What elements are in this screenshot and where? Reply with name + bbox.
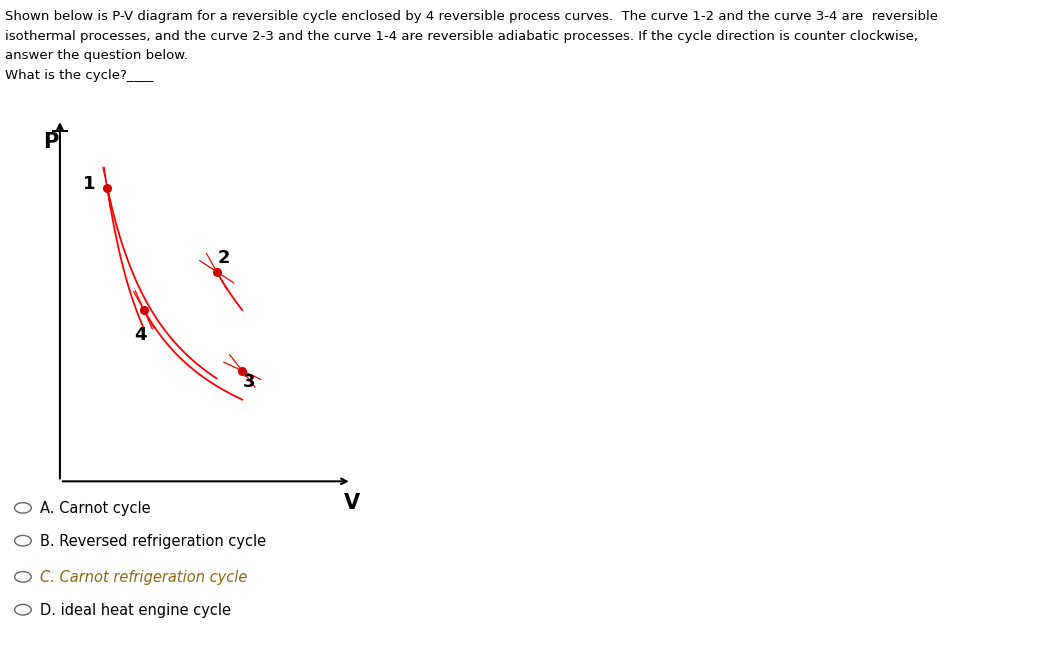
Text: What is the cycle?____: What is the cycle?____ bbox=[5, 69, 153, 82]
Text: 4: 4 bbox=[134, 326, 146, 344]
Text: answer the question below.: answer the question below. bbox=[5, 49, 189, 62]
Text: 3: 3 bbox=[244, 373, 255, 391]
Text: C. Carnot refrigeration cycle: C. Carnot refrigeration cycle bbox=[40, 570, 247, 585]
Text: Shown below is P-V diagram for a reversible cycle enclosed by 4 reversible proce: Shown below is P-V diagram for a reversi… bbox=[5, 10, 938, 23]
Text: D. ideal heat engine cycle: D. ideal heat engine cycle bbox=[40, 602, 230, 618]
Text: P: P bbox=[44, 132, 58, 152]
Text: isothermal processes, and the curve 2-3 and the curve 1-4 are reversible adiabat: isothermal processes, and the curve 2-3 … bbox=[5, 30, 918, 43]
Text: V: V bbox=[344, 493, 359, 512]
Text: 1: 1 bbox=[83, 175, 95, 193]
Text: A. Carnot cycle: A. Carnot cycle bbox=[40, 501, 150, 516]
Text: B. Reversed refrigeration cycle: B. Reversed refrigeration cycle bbox=[40, 533, 266, 549]
Text: 2: 2 bbox=[218, 250, 230, 267]
